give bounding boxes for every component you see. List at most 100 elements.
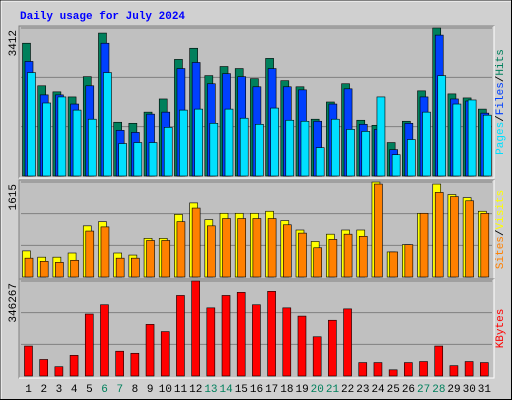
bar (191, 207, 201, 278)
bar (39, 359, 48, 377)
bar (315, 147, 325, 177)
bar (298, 232, 307, 278)
x-tick-label: 15 (235, 384, 248, 396)
x-tick-label: 29 (447, 384, 460, 396)
x-tick-label: 18 (280, 384, 293, 396)
x-tick-label: 16 (250, 384, 263, 396)
x-tick-label: 24 (371, 384, 385, 396)
bar (331, 118, 340, 177)
bar (464, 361, 474, 377)
x-tick-label: 13 (204, 384, 217, 396)
bar (160, 331, 170, 377)
bar (115, 257, 125, 278)
legend-entry: Hits (495, 49, 507, 75)
bar (133, 142, 143, 177)
bar (267, 218, 277, 278)
bar (358, 362, 368, 377)
bar (450, 196, 459, 278)
bar (285, 119, 295, 177)
bar (163, 127, 173, 177)
legend-entry: Visits (495, 190, 507, 230)
x-tick-label: 5 (86, 384, 93, 396)
legend-entry: Files (495, 82, 507, 115)
x-tick-label: 2 (40, 384, 47, 396)
plot-bevel (19, 279, 495, 379)
x-tick-label: 17 (265, 384, 278, 396)
bar (361, 131, 371, 177)
bar (313, 247, 322, 278)
bar (297, 315, 307, 377)
bar (483, 114, 492, 177)
bar (39, 261, 49, 278)
x-tick-label: 3 (56, 384, 63, 396)
bar (179, 109, 188, 177)
bar (391, 154, 401, 177)
bar (118, 143, 127, 177)
bar (282, 307, 292, 377)
bar (419, 212, 429, 278)
x-tick-label: 1 (25, 384, 32, 396)
legend-separator: / (495, 115, 507, 122)
bar (434, 345, 444, 377)
x-tick-label: 20 (311, 384, 324, 396)
bar (55, 262, 64, 278)
bar (300, 120, 310, 177)
bar (131, 257, 140, 278)
bar (389, 251, 398, 278)
bar (237, 218, 247, 278)
bar (252, 218, 262, 278)
bar (312, 336, 322, 377)
bar (84, 313, 94, 377)
x-tick-label: 26 (402, 384, 415, 396)
bar (115, 350, 124, 377)
bar (437, 75, 447, 177)
bar (404, 362, 413, 377)
bar (328, 239, 338, 278)
x-tick-label: 7 (116, 384, 123, 396)
bar (100, 226, 110, 278)
bar (57, 96, 67, 177)
bar (207, 225, 216, 278)
bar (222, 218, 231, 278)
bar (85, 230, 95, 278)
bar (24, 345, 33, 377)
chart-title: Daily usage for July 2024 (20, 11, 185, 23)
legend-entry: KBytes (495, 309, 507, 349)
bar (328, 319, 337, 377)
bar (87, 118, 97, 177)
bar (24, 257, 34, 278)
x-tick-label: 21 (326, 384, 340, 396)
legend: Sites/Visits (495, 190, 507, 269)
bar (346, 129, 355, 177)
x-tick-label: 11 (174, 384, 188, 396)
bar (206, 307, 216, 377)
bar (419, 361, 428, 377)
bar (376, 96, 386, 177)
bar (343, 308, 352, 377)
bar (72, 109, 82, 177)
bar (130, 352, 140, 377)
bar (404, 244, 414, 278)
x-tick-label: 9 (147, 384, 154, 396)
bar (282, 224, 292, 278)
bar (343, 233, 353, 278)
bar (103, 72, 112, 177)
bar (176, 221, 186, 278)
bar (236, 292, 246, 377)
x-tick-label: 27 (417, 384, 430, 396)
legend: KBytes (495, 309, 507, 349)
bar (54, 366, 64, 377)
bar (467, 99, 477, 177)
x-tick-label: 22 (341, 384, 354, 396)
bar (42, 102, 51, 177)
bar (100, 304, 109, 377)
x-tick-label: 14 (220, 384, 234, 396)
bar (27, 72, 36, 177)
legend-entry: Sites (495, 236, 507, 269)
x-tick-label: 6 (101, 384, 108, 396)
legend-separator: / (495, 76, 507, 83)
bar (434, 192, 444, 278)
bar (388, 369, 398, 377)
